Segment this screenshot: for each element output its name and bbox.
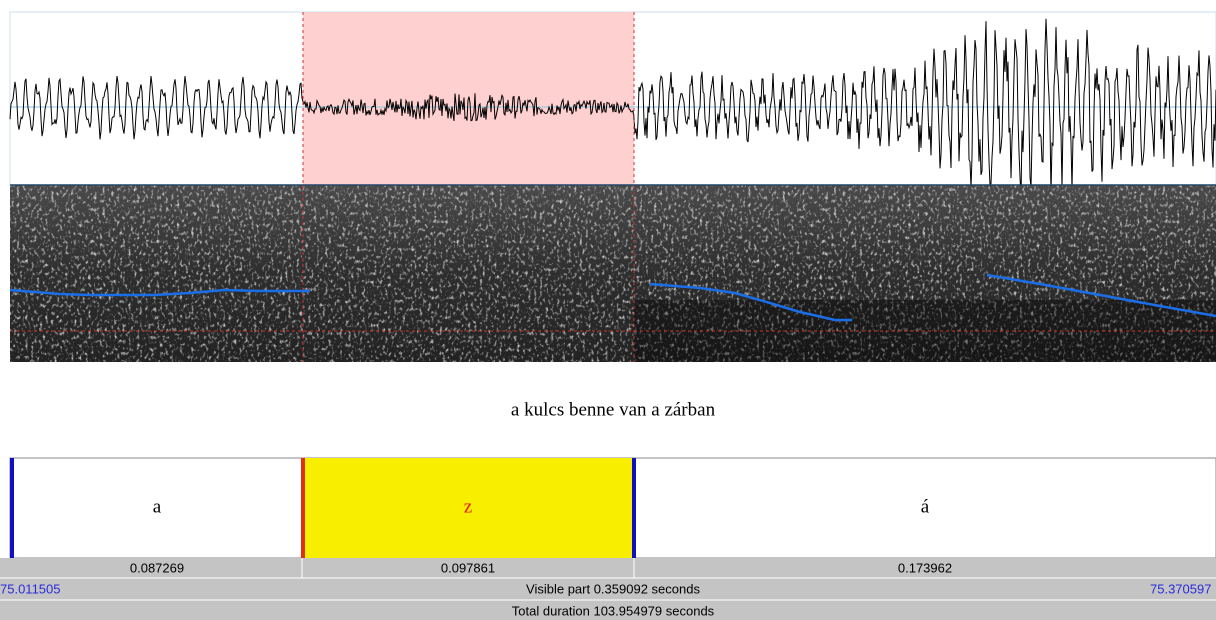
total-duration[interactable]: Total duration 103.954979 seconds bbox=[512, 603, 715, 618]
visible-start[interactable]: 75.011505 bbox=[0, 581, 61, 596]
interval-duration[interactable]: 0.173962 bbox=[898, 560, 952, 575]
interval-label: z bbox=[464, 496, 472, 517]
interval-label: a bbox=[153, 496, 162, 517]
interval-label: á bbox=[921, 496, 930, 517]
interval-duration[interactable]: 0.097861 bbox=[441, 560, 495, 575]
sentence: a kulcs benne van a zárban bbox=[511, 399, 716, 420]
page: a kulcs benne van a zárban a z á 0.08726… bbox=[0, 0, 1216, 620]
visible-end[interactable]: 75.370597 bbox=[1150, 581, 1211, 596]
praat-editor: a kulcs benne van a zárban a z á 0.08726… bbox=[0, 0, 1216, 620]
interval-duration[interactable]: 0.087269 bbox=[130, 560, 184, 575]
visible-part[interactable]: Visible part 0.359092 seconds bbox=[526, 581, 700, 596]
